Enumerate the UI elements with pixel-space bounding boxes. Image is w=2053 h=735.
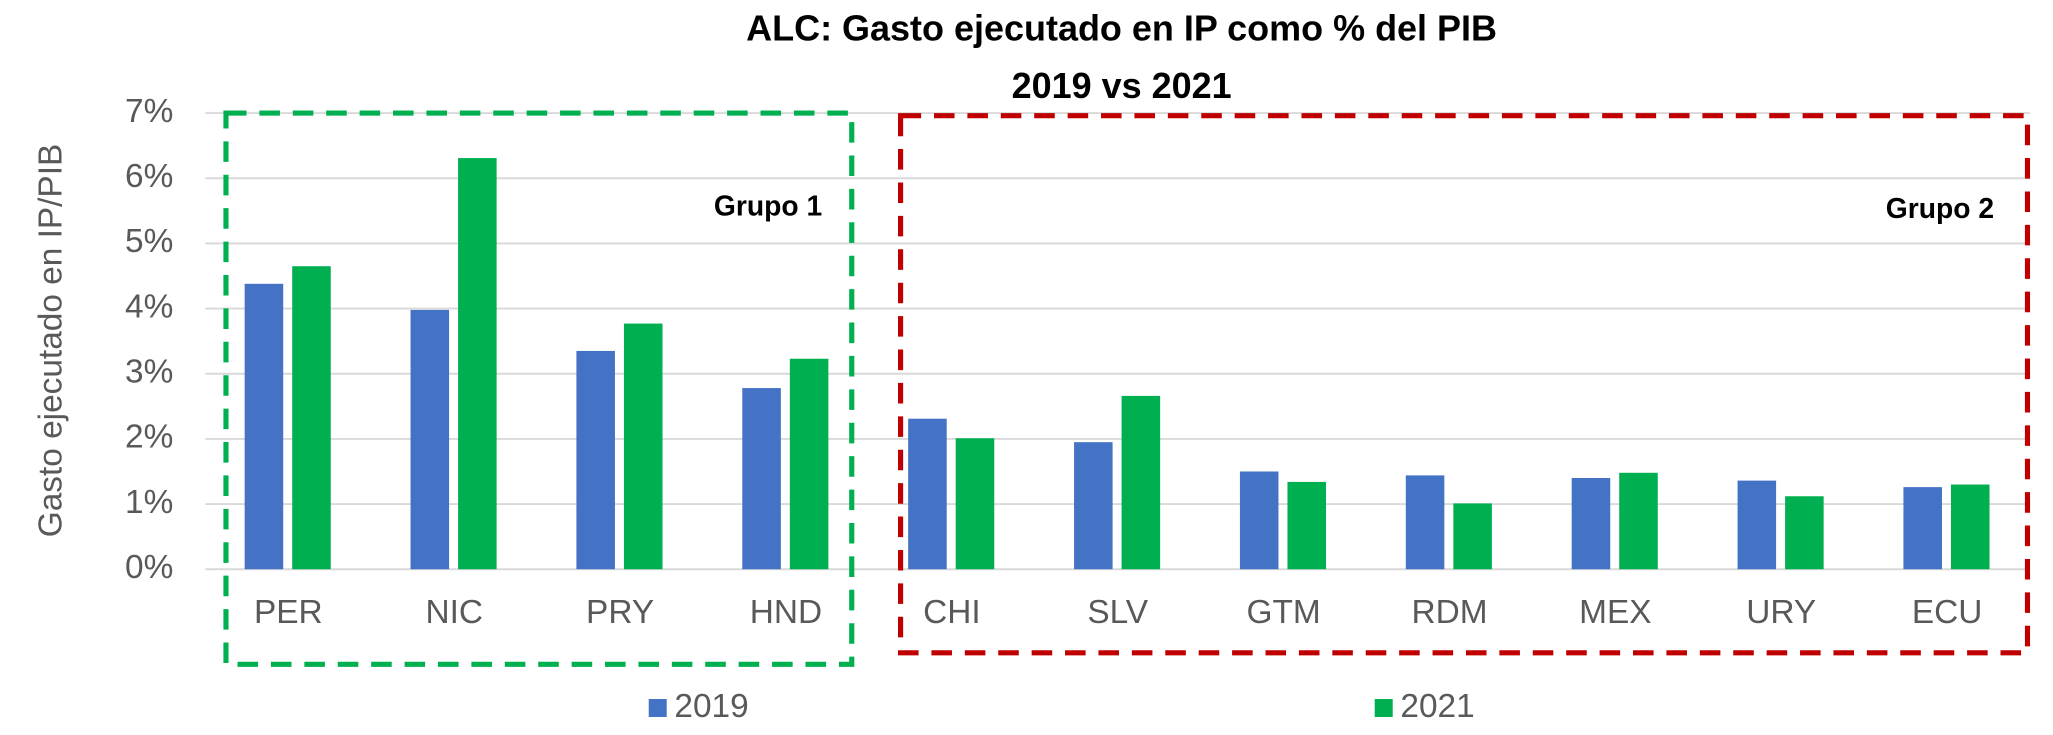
x-tick-label: URY: [1746, 594, 1816, 631]
legend-label: 2021: [1400, 688, 1474, 725]
x-tick-label: ECU: [1912, 594, 1983, 631]
bar: [1571, 478, 1611, 570]
legend-swatch: [648, 699, 667, 718]
annotation: Grupo 1: [714, 190, 822, 222]
bar: [576, 350, 615, 570]
x-tick-label: CHI: [923, 594, 981, 631]
bar: [742, 388, 781, 570]
y-tick-label: 1%: [125, 484, 173, 521]
group-2-box: [898, 113, 2031, 656]
x-tick-label: PRY: [586, 594, 654, 631]
legend-swatch: [1374, 699, 1393, 718]
bar: [458, 158, 497, 570]
legend-label: 2019: [674, 688, 748, 725]
y-tick-label: 3%: [125, 354, 173, 391]
bar: [1239, 471, 1279, 570]
bar: [623, 323, 663, 570]
bar: [1405, 475, 1445, 570]
y-tick-label: 7%: [125, 93, 173, 130]
annotation: Grupo 2: [1886, 192, 1994, 224]
bar: [1950, 484, 1990, 570]
group-1-box: [223, 110, 855, 667]
bar: [1619, 472, 1658, 570]
bar: [292, 266, 331, 570]
bar: [1737, 480, 1777, 570]
bar: [1453, 503, 1492, 570]
y-tick-label: 0%: [125, 549, 173, 586]
x-tick-label: RDM: [1411, 594, 1487, 631]
x-tick-label: NIC: [425, 594, 483, 631]
y-tick-label: 4%: [125, 288, 173, 325]
bar: [410, 309, 450, 570]
y-tick-label: 2%: [125, 419, 173, 456]
x-tick-label: GTM: [1247, 594, 1321, 631]
chart-title: ALC: Gasto ejecutado en IP como % del PI…: [746, 7, 1497, 48]
y-tick-label: 6%: [125, 158, 173, 195]
bar: [1903, 487, 1942, 570]
bar: [1785, 496, 1824, 570]
x-tick-label: PER: [254, 594, 323, 631]
x-tick-label: HND: [750, 594, 822, 631]
bar: [1074, 442, 1113, 570]
bar: [908, 418, 947, 570]
bar: [244, 283, 284, 570]
bar: [1287, 481, 1327, 570]
bar: [955, 438, 995, 570]
x-tick-label: MEX: [1579, 594, 1651, 631]
y-axis-label: Gasto ejecutado en IP/PIB: [32, 144, 69, 538]
y-tick-label: 5%: [125, 223, 173, 260]
bar: [789, 358, 829, 570]
bar: [1121, 395, 1161, 570]
x-tick-label: SLV: [1087, 594, 1148, 631]
chart-subtitle: 2019 vs 2021: [1012, 65, 1232, 106]
